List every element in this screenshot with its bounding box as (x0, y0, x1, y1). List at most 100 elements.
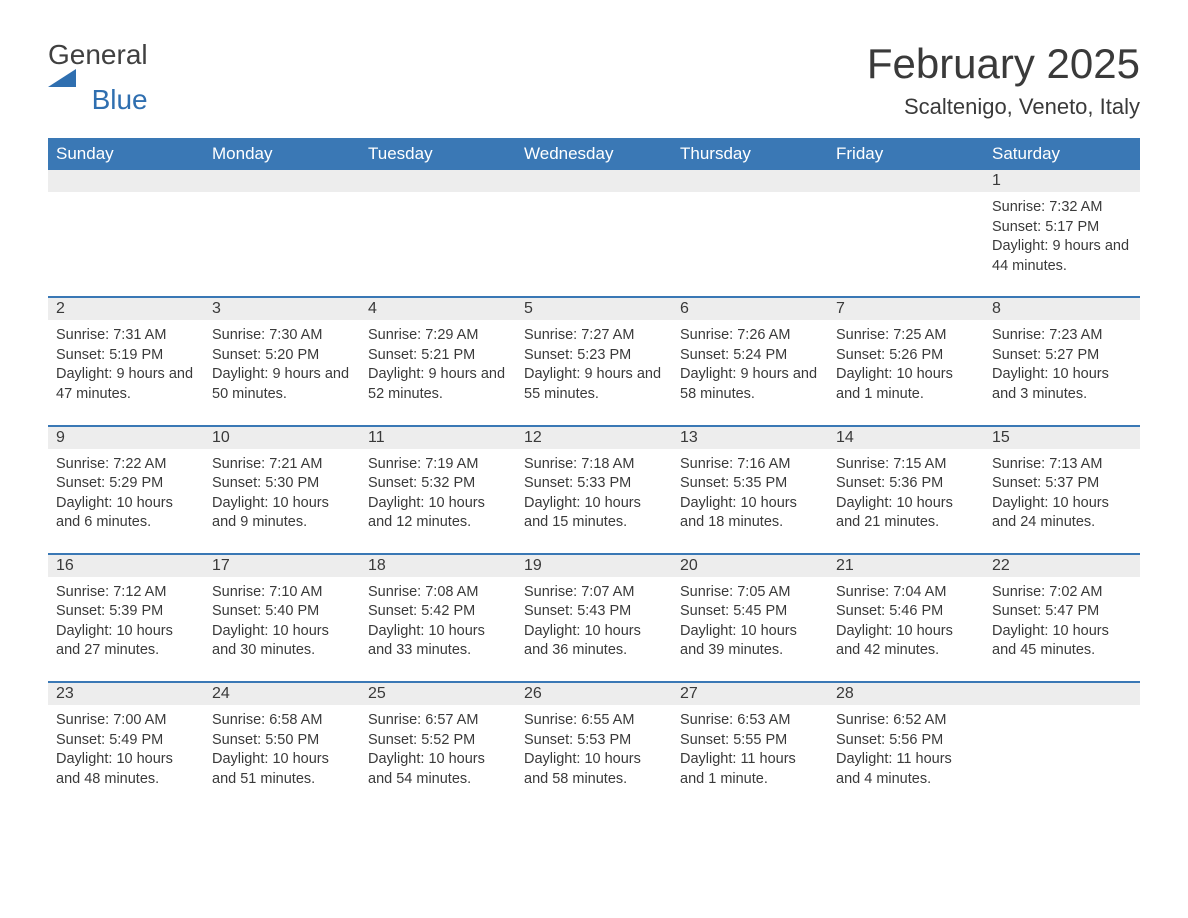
calendar-cell: 17Sunrise: 7:10 AMSunset: 5:40 PMDayligh… (204, 555, 360, 681)
day-number: 13 (672, 429, 706, 447)
calendar-cell: 20Sunrise: 7:05 AMSunset: 5:45 PMDayligh… (672, 555, 828, 681)
sunset-line: Sunset: 5:20 PM (212, 346, 352, 366)
sunset-line: Sunset: 5:55 PM (680, 731, 820, 751)
sunrise-line: Sunrise: 7:22 AM (56, 455, 196, 475)
day-number-row: 25 (360, 683, 516, 705)
weekday-wednesday: Wednesday (516, 138, 672, 170)
calendar-cell: 12Sunrise: 7:18 AMSunset: 5:33 PMDayligh… (516, 427, 672, 553)
day-number-row: 27 (672, 683, 828, 705)
daylight-line: Daylight: 9 hours and 44 minutes. (992, 237, 1132, 276)
weekday-tuesday: Tuesday (360, 138, 516, 170)
day-detail: Sunrise: 7:27 AMSunset: 5:23 PMDaylight:… (516, 320, 672, 424)
sunrise-line: Sunrise: 7:00 AM (56, 711, 196, 731)
day-number-row: 2 (48, 298, 204, 320)
sunrise-line: Sunrise: 7:29 AM (368, 326, 508, 346)
daylight-line: Daylight: 10 hours and 54 minutes. (368, 750, 508, 789)
day-detail: Sunrise: 6:55 AMSunset: 5:53 PMDaylight:… (516, 705, 672, 809)
weekday-friday: Friday (828, 138, 984, 170)
sunrise-line: Sunrise: 7:23 AM (992, 326, 1132, 346)
page-title: February 2025 (867, 40, 1140, 88)
calendar-cell: 25Sunrise: 6:57 AMSunset: 5:52 PMDayligh… (360, 683, 516, 809)
day-detail: Sunrise: 7:08 AMSunset: 5:42 PMDaylight:… (360, 577, 516, 681)
day-number: 10 (204, 429, 238, 447)
calendar-cell: 28Sunrise: 6:52 AMSunset: 5:56 PMDayligh… (828, 683, 984, 809)
sunset-line: Sunset: 5:26 PM (836, 346, 976, 366)
day-detail: Sunrise: 7:02 AMSunset: 5:47 PMDaylight:… (984, 577, 1140, 681)
logo-word2: Blue (48, 85, 148, 114)
weekday-header: Sunday Monday Tuesday Wednesday Thursday… (48, 138, 1140, 170)
calendar-cell (48, 170, 204, 296)
day-number-row (204, 170, 360, 192)
day-detail (204, 192, 360, 286)
day-detail: Sunrise: 7:22 AMSunset: 5:29 PMDaylight:… (48, 449, 204, 553)
weekday-saturday: Saturday (984, 138, 1140, 170)
sunset-line: Sunset: 5:29 PM (56, 474, 196, 494)
sunrise-line: Sunrise: 7:32 AM (992, 198, 1132, 218)
calendar-cell: 15Sunrise: 7:13 AMSunset: 5:37 PMDayligh… (984, 427, 1140, 553)
sunset-line: Sunset: 5:45 PM (680, 602, 820, 622)
day-number: 27 (672, 685, 706, 703)
day-detail: Sunrise: 7:00 AMSunset: 5:49 PMDaylight:… (48, 705, 204, 809)
calendar-cell: 10Sunrise: 7:21 AMSunset: 5:30 PMDayligh… (204, 427, 360, 553)
sunset-line: Sunset: 5:37 PM (992, 474, 1132, 494)
sunset-line: Sunset: 5:35 PM (680, 474, 820, 494)
day-number: 2 (48, 300, 73, 318)
day-detail: Sunrise: 7:07 AMSunset: 5:43 PMDaylight:… (516, 577, 672, 681)
calendar-cell: 9Sunrise: 7:22 AMSunset: 5:29 PMDaylight… (48, 427, 204, 553)
day-number: 21 (828, 557, 862, 575)
day-number-row: 11 (360, 427, 516, 449)
calendar-week: 1Sunrise: 7:32 AMSunset: 5:17 PMDaylight… (48, 170, 1140, 296)
day-detail: Sunrise: 7:31 AMSunset: 5:19 PMDaylight:… (48, 320, 204, 424)
daylight-line: Daylight: 10 hours and 51 minutes. (212, 750, 352, 789)
sunrise-line: Sunrise: 7:10 AM (212, 583, 352, 603)
day-number-row: 5 (516, 298, 672, 320)
sunset-line: Sunset: 5:53 PM (524, 731, 664, 751)
logo: General Blue (48, 40, 148, 115)
calendar-cell: 8Sunrise: 7:23 AMSunset: 5:27 PMDaylight… (984, 298, 1140, 424)
day-number-row (360, 170, 516, 192)
day-number: 22 (984, 557, 1018, 575)
calendar-cell: 11Sunrise: 7:19 AMSunset: 5:32 PMDayligh… (360, 427, 516, 553)
day-number-row: 22 (984, 555, 1140, 577)
calendar-week: 9Sunrise: 7:22 AMSunset: 5:29 PMDaylight… (48, 425, 1140, 553)
calendar-cell (516, 170, 672, 296)
day-number: 20 (672, 557, 706, 575)
day-number: 4 (360, 300, 385, 318)
day-number: 26 (516, 685, 550, 703)
calendar-cell: 23Sunrise: 7:00 AMSunset: 5:49 PMDayligh… (48, 683, 204, 809)
sunrise-line: Sunrise: 6:58 AM (212, 711, 352, 731)
sunset-line: Sunset: 5:19 PM (56, 346, 196, 366)
day-number-row: 7 (828, 298, 984, 320)
daylight-line: Daylight: 10 hours and 1 minute. (836, 365, 976, 404)
sunset-line: Sunset: 5:36 PM (836, 474, 976, 494)
calendar-week: 2 Sunrise: 7:31 AMSunset: 5:19 PMDaylight… (48, 296, 1140, 424)
calendar-cell (672, 170, 828, 296)
title-block: February 2025 Scaltenigo, Veneto, Italy (867, 40, 1140, 120)
day-detail (984, 705, 1140, 799)
sunrise-line: Sunrise: 7:16 AM (680, 455, 820, 475)
calendar-cell (360, 170, 516, 296)
day-number-row: 14 (828, 427, 984, 449)
daylight-line: Daylight: 9 hours and 52 minutes. (368, 365, 508, 404)
calendar-cell (204, 170, 360, 296)
sunrise-line: Sunrise: 7:05 AM (680, 583, 820, 603)
daylight-line: Daylight: 11 hours and 4 minutes. (836, 750, 976, 789)
calendar-cell: 16Sunrise: 7:12 AMSunset: 5:39 PMDayligh… (48, 555, 204, 681)
day-detail: Sunrise: 6:52 AMSunset: 5:56 PMDaylight:… (828, 705, 984, 809)
day-detail: Sunrise: 6:53 AMSunset: 5:55 PMDaylight:… (672, 705, 828, 809)
sunset-line: Sunset: 5:40 PM (212, 602, 352, 622)
day-number-row: 17 (204, 555, 360, 577)
daylight-line: Daylight: 10 hours and 15 minutes. (524, 494, 664, 533)
daylight-line: Daylight: 9 hours and 58 minutes. (680, 365, 820, 404)
calendar-cell: 19Sunrise: 7:07 AMSunset: 5:43 PMDayligh… (516, 555, 672, 681)
daylight-line: Daylight: 10 hours and 45 minutes. (992, 622, 1132, 661)
day-number-row: 8 (984, 298, 1140, 320)
day-number: 12 (516, 429, 550, 447)
day-detail: Sunrise: 7:13 AMSunset: 5:37 PMDaylight:… (984, 449, 1140, 553)
weekday-monday: Monday (204, 138, 360, 170)
sunset-line: Sunset: 5:50 PM (212, 731, 352, 751)
logo-word1: General (48, 39, 148, 70)
location-subtitle: Scaltenigo, Veneto, Italy (867, 94, 1140, 120)
header: General Blue February 2025 Scaltenigo, V… (48, 40, 1140, 120)
weekday-sunday: Sunday (48, 138, 204, 170)
